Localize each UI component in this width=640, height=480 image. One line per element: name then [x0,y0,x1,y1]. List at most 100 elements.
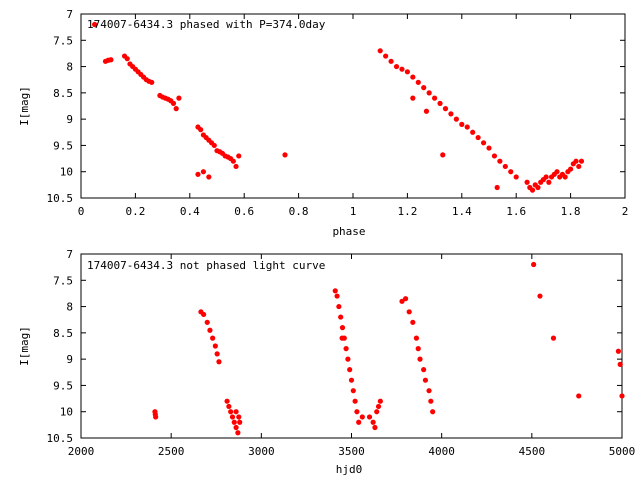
data-point [448,111,454,117]
data-point [348,377,355,383]
data-point [207,327,213,333]
data-point [211,142,217,149]
data-point [352,398,358,404]
data-point [226,403,232,410]
x-axis-label: phase [332,225,365,238]
data-point [282,152,288,158]
data-point [442,106,449,112]
y-tick-label: 7.5 [53,274,73,287]
data-point [562,174,568,180]
y-tick-label: 9 [66,353,73,366]
data-point [233,163,239,170]
data-point [338,314,344,320]
data-point [204,319,210,325]
data-point [350,388,356,394]
data-point [422,377,429,383]
data-point [236,153,242,159]
data-point [210,335,216,341]
data-point [421,85,427,91]
data-point [573,158,579,164]
data-point [236,414,242,420]
y-axis: 7 7.5 8 8.5 9 9.5 10 10.5 [47,248,622,445]
y-tick-label: 10 [60,406,73,419]
data-point [404,69,410,75]
data-point [576,393,582,399]
x-tick-label: 3500 [338,445,365,458]
y-axis-label: I[mag] [18,86,31,126]
data-point [216,359,222,365]
y-tick-label: 7 [66,248,73,261]
data-point [426,90,432,96]
data-point [537,293,543,299]
data-point [406,309,412,315]
data-point [153,414,159,420]
x-tick-label: 5000 [609,445,636,458]
data-point [372,424,378,431]
data-point [421,367,427,373]
data-point [332,288,338,294]
data-point [524,179,530,185]
data-point [233,409,239,415]
data-point [388,58,394,64]
x-tick-label: 0.6 [234,205,254,218]
y-axis: 7 7.5 8 8.5 9 9.5 10 10.5 [47,8,625,205]
data-point [124,56,130,62]
chart-title: 174007-6434.3 phased with P=374.0day [87,18,326,31]
data-point [173,106,179,112]
data-point [491,153,498,159]
data-point [206,174,212,180]
data-point [475,134,481,141]
data-point [375,403,382,410]
data-point [229,414,236,420]
y-tick-label: 10.5 [47,192,74,205]
y-axis-label: I[mag] [18,326,31,366]
y-tick-label: 7 [66,8,73,21]
data-point [399,66,405,72]
x-tick-label: 1.8 [561,205,581,218]
data-point [233,424,239,431]
data-point [170,100,177,106]
data-point [494,184,500,191]
data-point [497,158,503,164]
y-tick-label: 8 [66,301,73,314]
data-point [531,261,537,268]
x-tick-label: 2500 [158,445,185,458]
unphased-light-curve-panel: 2000 2500 3000 3500 4000 4500 5000 7 7.5 8 8.5 9 9.… [18,248,635,476]
data-point [356,419,362,425]
x-tick-label: 4000 [428,445,455,458]
data-point [426,388,432,394]
data-point [343,346,349,352]
x-tick-label: 0.4 [180,205,200,218]
data-point [529,187,536,193]
x-tick-label: 1.6 [506,205,526,218]
data-point [413,335,420,341]
data-point [535,184,541,191]
data-point [377,48,383,54]
data-point [231,419,237,425]
data-point [359,414,365,420]
data-point [336,303,342,310]
data-point [415,346,421,352]
data-point [464,124,470,130]
data-point [417,356,423,362]
x-tick-label: 2 [622,205,629,218]
data-point [410,319,416,325]
data-point [370,419,376,425]
data-point [550,335,557,341]
data-point [440,152,446,158]
x-tick-label: 3000 [248,445,275,458]
data-point [393,63,400,70]
data-point [334,293,340,299]
data-point [374,409,380,415]
y-tick-label: 9.5 [53,379,73,392]
x-tick-label: 1 [350,205,357,218]
data-point [200,169,206,175]
data-point [345,356,351,362]
data-point [543,174,549,180]
data-point [366,414,373,420]
data-point [437,100,443,106]
data-point [480,140,487,146]
data-point [201,311,207,318]
y-tick-label: 10 [60,166,73,179]
data-point [235,430,241,436]
